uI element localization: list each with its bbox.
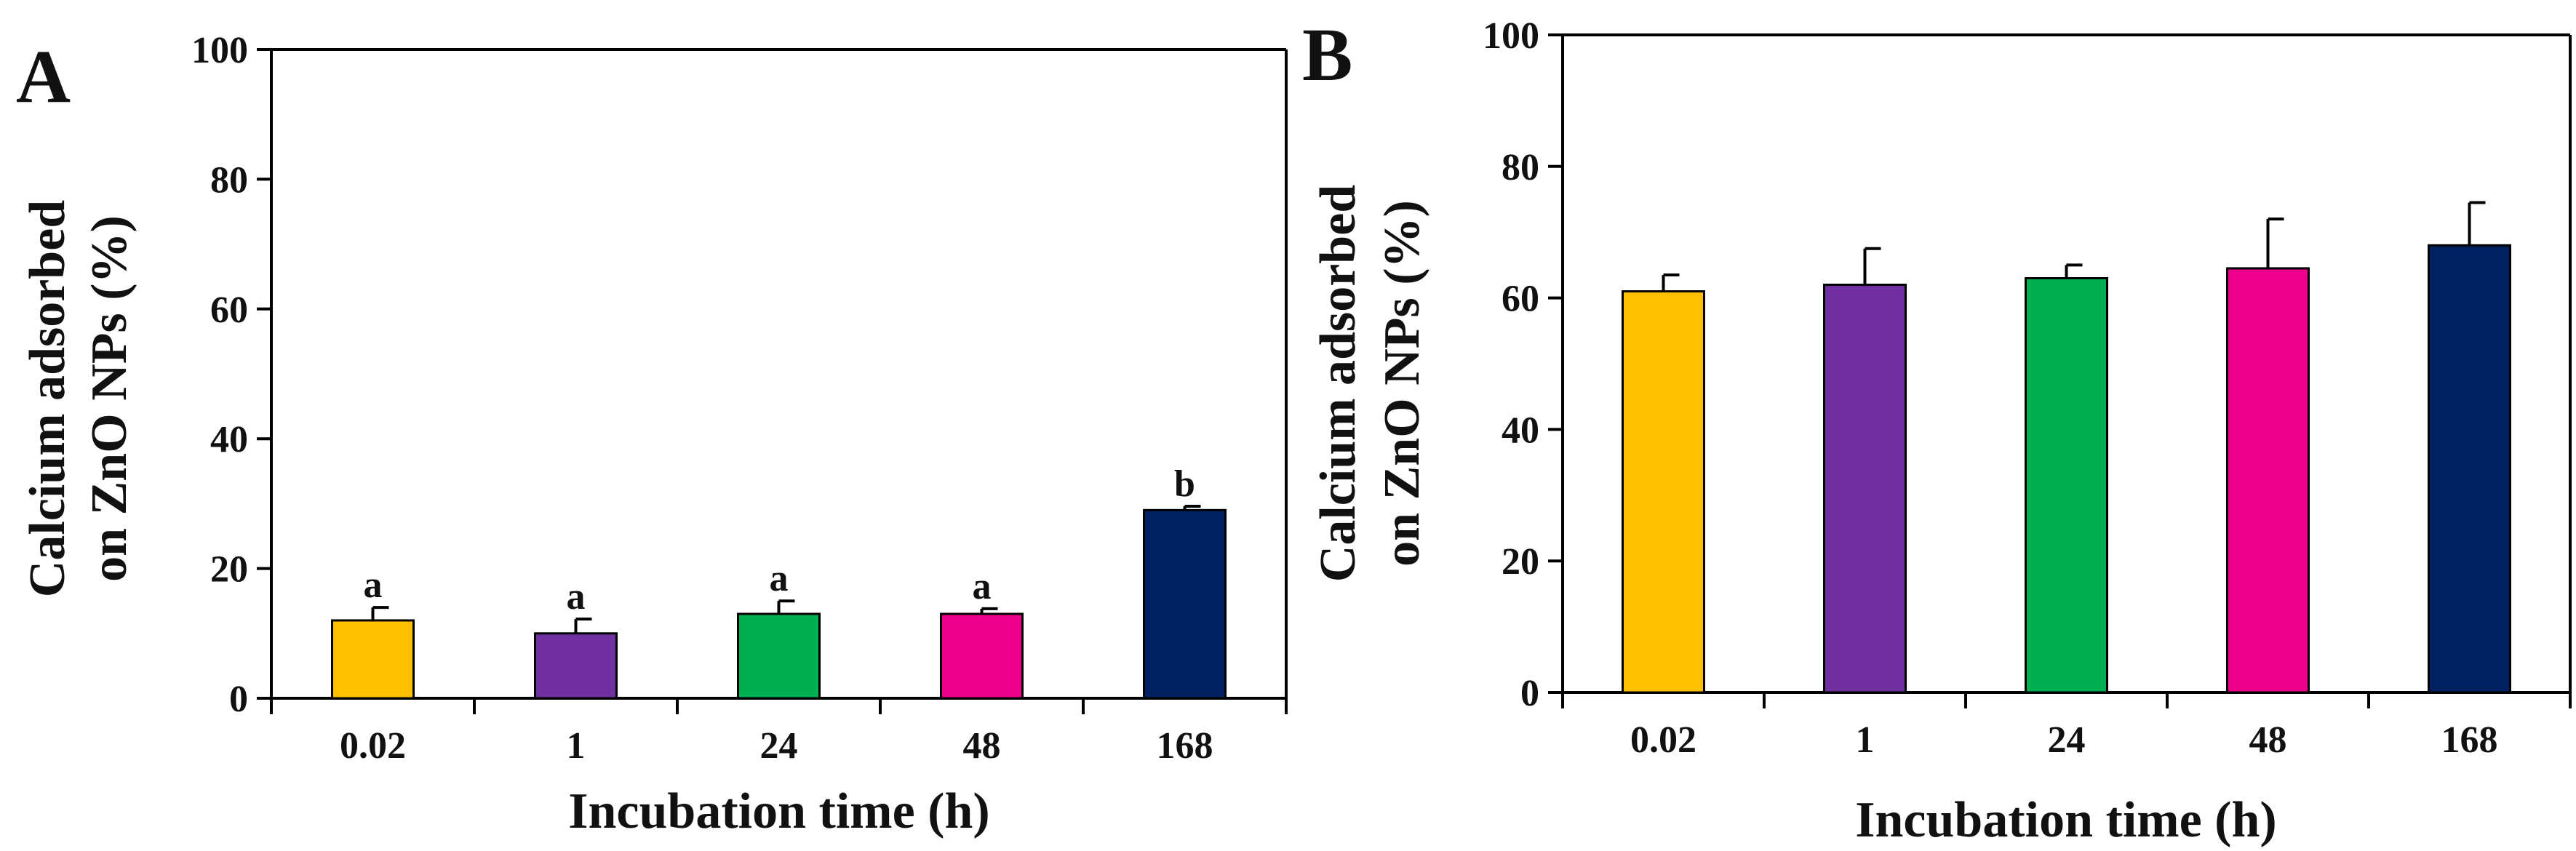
panel-a-x-tick-label: 168: [1157, 725, 1213, 767]
panel-b-bar: [2025, 276, 2108, 694]
panel-a-significance-label: a: [770, 558, 789, 599]
panel-a-x-axis-title: Incubation time (h): [568, 783, 989, 839]
panel-a-significance-label: a: [567, 576, 586, 618]
panel-b-bar: [1823, 284, 1907, 694]
panel-b-y-tick-label: 60: [1502, 279, 1539, 320]
panel-a-significance-label: a: [364, 564, 383, 606]
panel-b-label: B: [1302, 13, 1352, 97]
panel-b-x-axis-title: Incubation time (h): [1855, 792, 2276, 848]
panel-a-y-axis-title-line1: Calcium adsorbed: [20, 200, 76, 598]
panel-b-x-tick-label: 24: [2048, 719, 2086, 761]
panel-b-y-tick-label: 20: [1502, 541, 1539, 583]
panel-a-y-tick-label: 0: [229, 679, 248, 720]
panel-b-y-axis-title-line1: Calcium adsorbed: [1310, 185, 1366, 583]
panel-a-marks: 0 20 40 60 80 100 0.02 a 1 a 24 a 48 a 168 b: [191, 30, 1288, 767]
panel-a: A Calcium adsorbed on ZnO NPs (%) Incuba…: [16, 30, 1288, 839]
panel-a-x-tick-label: 24: [760, 725, 798, 767]
panel-b-x-tick-label: 168: [2441, 719, 2498, 761]
panel-b-y-axis-title-line2: on ZnO NPs (%): [1374, 200, 1430, 567]
panel-b: B Calcium adsorbed on ZnO NPs (%) Incuba…: [1302, 13, 2572, 848]
panel-b-y-tick-label: 80: [1502, 147, 1539, 188]
panel-a-bar: [534, 632, 618, 700]
panel-a-significance-label: a: [973, 566, 992, 607]
panel-a-x-tick-label: 48: [963, 725, 1001, 767]
panel-a-y-tick-label: 80: [210, 159, 248, 201]
panel-b-x-tick-label: 1: [1856, 719, 1875, 761]
panel-b-bar: [2428, 244, 2511, 694]
panel-a-y-tick-label: 100: [191, 30, 248, 71]
panel-b-marks: 0 20 40 60 80 100 0.02 1 24 48 168: [1483, 15, 2572, 761]
panel-a-x-tick-label: 1: [567, 725, 586, 767]
panel-a-y-tick-label: 40: [210, 419, 248, 460]
panel-a-significance-label: b: [1174, 463, 1195, 505]
panel-b-y-tick-label: 0: [1520, 673, 1539, 714]
panel-b-x-tick-label: 0.02: [1630, 719, 1696, 761]
panel-a-x-tick-label: 0.02: [340, 725, 406, 767]
panel-a-y-tick-label: 20: [210, 549, 248, 591]
panel-b-bar: [1622, 290, 1705, 694]
panel-b-bar: [2226, 267, 2310, 694]
panel-a-bar: [940, 612, 1024, 700]
panel-b-x-tick-label: 48: [2249, 719, 2287, 761]
panel-a-bar: [737, 612, 821, 700]
panel-b-y-tick-label: 100: [1483, 15, 1539, 57]
panel-a-label: A: [16, 35, 71, 119]
panel-a-y-tick-label: 60: [210, 289, 248, 331]
panel-a-bar: [331, 619, 415, 700]
panel-b-y-tick-label: 40: [1502, 409, 1539, 451]
panel-a-bar: [1143, 508, 1227, 700]
panel-a-y-axis-title-line2: on ZnO NPs (%): [81, 215, 137, 582]
